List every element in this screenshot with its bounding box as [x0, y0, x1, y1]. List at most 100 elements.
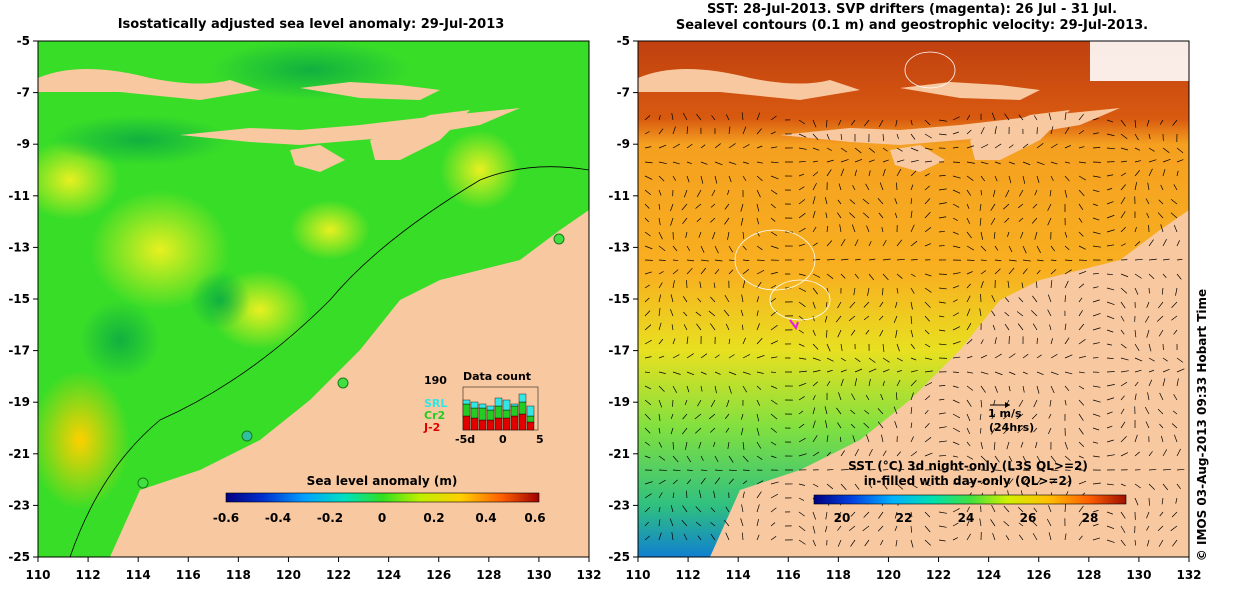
- velocity-arrow: [644, 203, 650, 209]
- velocity-arrow: [1008, 385, 1011, 392]
- velocity-arrow: [669, 518, 674, 527]
- velocity-arrow: [1092, 482, 1101, 485]
- velocity-arrow: [1036, 385, 1040, 394]
- velocity-arrow: [910, 287, 915, 294]
- velocity-arrow: [644, 271, 652, 275]
- velocity-arrow: [849, 212, 856, 219]
- velocity-arrow: [991, 295, 996, 303]
- velocity-arrow: [756, 399, 760, 406]
- scale-arrow-sublabel: (24hrs): [989, 421, 1034, 434]
- velocity-arrow: [966, 441, 971, 447]
- velocity-arrow: [770, 285, 777, 289]
- velocity-arrow: [992, 532, 996, 541]
- velocity-arrow: [672, 259, 679, 261]
- velocity-arrow: [740, 309, 744, 317]
- velocity-arrow: [1106, 287, 1115, 291]
- velocity-arrow: [938, 188, 947, 191]
- y-tick-label: -15: [8, 292, 30, 306]
- velocity-arrow: [658, 532, 662, 541]
- velocity-arrow: [924, 539, 931, 546]
- velocity-arrow: [990, 203, 996, 211]
- velocity-arrow: [910, 133, 916, 140]
- velocity-arrow: [882, 357, 890, 363]
- velocity-arrow: [742, 354, 751, 359]
- velocity-arrow: [728, 126, 731, 135]
- velocity-arrow: [826, 119, 828, 128]
- velocity-arrow: [1148, 168, 1153, 177]
- velocity-arrow: [756, 296, 760, 303]
- velocity-arrow: [1078, 427, 1084, 435]
- velocity-arrow: [854, 169, 857, 177]
- velocity-arrow: [1134, 381, 1139, 387]
- velocity-arrow: [882, 483, 888, 490]
- velocity-arrow: [1120, 197, 1126, 205]
- velocity-arrow: [826, 169, 832, 177]
- velocity-arrow: [1003, 521, 1010, 527]
- velocity-arrow: [694, 413, 702, 420]
- velocity-arrow: [882, 168, 886, 177]
- velocity-arrow: [1078, 520, 1083, 527]
- velocity-arrow: [1159, 119, 1164, 125]
- velocity-arrow: [868, 483, 873, 489]
- velocity-arrow: [812, 171, 819, 177]
- velocity-arrow: [882, 273, 889, 281]
- velocity-arrow: [658, 479, 666, 485]
- velocity-arrow: [1156, 315, 1164, 322]
- velocity-arrow: [966, 203, 970, 209]
- velocity-arrow: [924, 227, 932, 233]
- velocity-arrow: [938, 119, 947, 122]
- velocity-arrow: [708, 310, 716, 317]
- velocity-arrow: [812, 287, 818, 295]
- velocity-arrow: [952, 116, 960, 121]
- velocity-arrow: [1161, 497, 1164, 505]
- velocity-arrow: [1120, 452, 1129, 457]
- velocity-arrow: [1092, 203, 1098, 206]
- velocity-arrow: [895, 539, 898, 547]
- velocity-arrow: [952, 146, 959, 149]
- velocity-arrow: [756, 161, 763, 164]
- velocity-arrow: [742, 441, 745, 450]
- velocity-arrow: [990, 217, 996, 225]
- velocity-arrow: [1106, 411, 1113, 415]
- velocity-arrow: [1078, 146, 1085, 149]
- velocity-arrow: [658, 455, 666, 461]
- velocity-arrow: [865, 394, 870, 401]
- data-count-bar: [462, 415, 471, 431]
- velocity-arrow: [924, 382, 933, 387]
- y-tick-label: -11: [8, 189, 30, 203]
- velocity-arrow: [1162, 368, 1170, 373]
- sla-cb-tick: 0.2: [423, 511, 444, 525]
- velocity-arrow: [756, 534, 760, 541]
- velocity-arrow: [910, 407, 913, 415]
- y-tick-label: -9: [617, 137, 630, 151]
- velocity-arrow: [1120, 483, 1126, 487]
- velocity-arrow: [658, 128, 664, 135]
- velocity-arrow: [991, 427, 996, 435]
- velocity-arrow: [1092, 399, 1101, 403]
- velocity-arrow: [1022, 245, 1027, 254]
- velocity-arrow: [850, 409, 856, 415]
- velocity-arrow: [1148, 258, 1157, 261]
- velocity-arrow: [980, 354, 988, 359]
- velocity-arrow: [840, 378, 844, 387]
- velocity-arrow: [825, 420, 828, 429]
- velocity-arrow: [1158, 539, 1164, 547]
- velocity-arrow: [854, 239, 859, 247]
- velocity-arrow: [862, 212, 870, 219]
- velocity-arrow: [910, 210, 913, 219]
- velocity-arrow: [854, 378, 858, 387]
- velocity-arrow: [837, 525, 842, 531]
- velocity-arrow: [1005, 535, 1010, 541]
- velocity-arrow: [826, 258, 835, 261]
- data-count-bar: [518, 413, 527, 431]
- velocity-arrow: [672, 469, 681, 471]
- velocity-arrow: [863, 301, 870, 308]
- velocity-arrow: [894, 420, 898, 429]
- velocity-arrow: [696, 113, 702, 121]
- velocity-arrow: [994, 245, 999, 251]
- velocity-arrow: [1003, 203, 1010, 210]
- velocity-arrow: [839, 224, 842, 233]
- velocity-arrow: [991, 310, 996, 317]
- velocity-arrow: [854, 258, 861, 261]
- velocity-arrow: [756, 112, 761, 121]
